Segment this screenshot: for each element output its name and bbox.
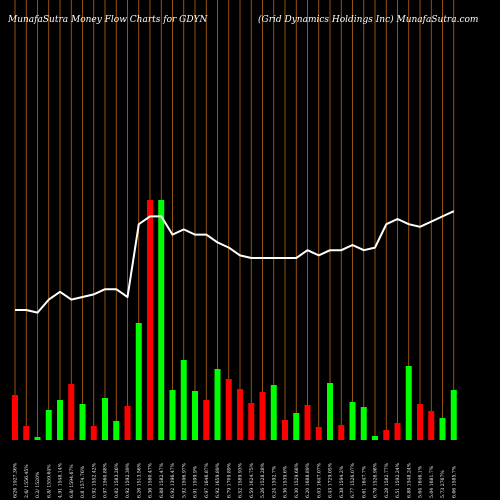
money-flow-bar: [282, 420, 288, 440]
x-tick-label: 6.03 1647.07%: [316, 462, 322, 498]
x-tick-label: 6.52 1589.93%: [238, 462, 244, 498]
x-tick-label: 0.82 1583.26%: [114, 462, 120, 498]
money-flow-bar: [34, 437, 41, 440]
money-flow-bar: [79, 404, 86, 440]
money-flow-bar: [315, 427, 322, 440]
x-tick-label: 6.24 1592.7%: [271, 465, 277, 498]
x-tick-label: 5.04 1681.7%: [429, 465, 435, 498]
x-tick-label: 0.2/ 1520%: [35, 471, 41, 498]
x-tick-label: 4.91 1548.14%: [58, 462, 64, 498]
money-flow-bar: [304, 405, 311, 440]
x-tick-label: 0.92 1552.42%: [91, 462, 97, 498]
price-line: [15, 210, 455, 314]
x-tick-label: 0.97 1560.88%: [103, 462, 109, 498]
money-flow-bar: [383, 430, 390, 440]
x-tick-label: 6.36 1580.47%: [148, 462, 154, 498]
x-tick-label: 6.88 1548.24%: [406, 462, 412, 498]
x-tick-label: 6.88 1582.47%: [159, 462, 165, 498]
money-flow-bar: [102, 398, 108, 440]
money-flow-bar: [248, 403, 255, 440]
money-flow-bar: [158, 200, 165, 440]
chart-title: MunafaSutra Money Flow Charts for GDYN: [7, 15, 208, 25]
money-flow-bars: [12, 200, 457, 440]
x-tick-label: 6.8/ 1594.67%: [69, 464, 75, 498]
x-tick-label: 6.92 1659.89%: [215, 462, 221, 498]
money-flow-bar: [237, 389, 243, 440]
money-flow-bar: [12, 395, 18, 440]
money-flow-bar: [349, 402, 356, 440]
chart-subtitle: (Grid Dynamics Holdings Inc) MunafaSutra…: [258, 14, 478, 25]
x-tick-label: 6/26 1927.36%: [13, 462, 19, 498]
money-flow-bar: [405, 366, 412, 440]
x-axis-tick-labels: 6/26 1927.36% 2.6/ 1556.45% 0.2/ 1520% 6.8/…: [13, 462, 458, 498]
x-tick-label: 0.8 1574.76%: [80, 465, 86, 498]
price-line-path: [15, 210, 455, 314]
x-tick-label: 6.26 1513.56%: [136, 462, 142, 498]
money-flow-bar: [338, 425, 345, 440]
money-flow-bar: [259, 392, 266, 440]
money-flow-bar: [135, 323, 142, 440]
x-tick-label: 6.79 1709.89%: [226, 462, 232, 498]
x-tick-label: 6.92 1396.47%: [170, 462, 176, 498]
money-flow-bar: [394, 423, 401, 440]
money-flow-bar: [270, 385, 277, 440]
x-tick-label: 6.91 1599.9%: [193, 465, 199, 498]
x-tick-label: 2.6/ 1556.45%: [24, 464, 30, 498]
money-flow-bar: [192, 391, 198, 440]
money-flow-bar: [225, 379, 232, 440]
money-flow-bar: [214, 369, 221, 440]
x-tick-label: 5.26 1528.28%: [260, 462, 266, 498]
money-flow-bar: [450, 390, 457, 440]
x-tick-label: 5.73 2767%: [440, 470, 446, 498]
money-flow-bar: [169, 390, 176, 440]
money-flow-bar: [147, 200, 153, 440]
x-tick-label: 6.30 1529.68%: [294, 462, 300, 498]
x-tick-label: 6.97 1646.87%: [204, 462, 210, 498]
x-tick-label: 6.43 1729.05%: [328, 462, 334, 498]
money-flow-bar: [90, 426, 97, 440]
x-tick-label: 6.8/ 1559.64%: [46, 464, 52, 498]
money-flow-bar: [360, 407, 367, 440]
money-flow-bar: [372, 436, 378, 440]
money-flow-bar: [327, 383, 333, 440]
x-tick-label: 6.61 1647.7%: [361, 465, 367, 498]
money-flow-bar: [293, 413, 300, 440]
money-flow-bar: [428, 411, 435, 440]
money-flow-bar: [417, 404, 423, 440]
x-tick-label: 6.59 1624.75%: [249, 462, 255, 498]
x-tick-label: 6.38 1594.2%: [339, 465, 345, 498]
money-flow-bar: [23, 426, 30, 440]
x-tick-label: 6.36 1539.6%: [283, 465, 289, 498]
x-tick-label: 6.77 1526.07%: [350, 462, 356, 498]
money-flow-bar: [68, 384, 75, 440]
x-tick-label: 6.66 1585.7%: [451, 465, 457, 498]
money-flow-bar: [124, 406, 131, 440]
x-tick-label: 6.78 1526.98%: [373, 462, 379, 498]
money-flow-bar: [439, 418, 446, 440]
x-tick-label: 6.28 1582.77%: [384, 462, 390, 498]
money-flow-bar: [113, 421, 120, 440]
money-flow-bar: [203, 400, 210, 440]
x-tick-label: 0.92 1592.39%: [125, 462, 131, 498]
x-tick-label: 6.20 1688.89%: [305, 462, 311, 498]
x-tick-label: 5.64 1646.1%: [418, 465, 424, 498]
money-flow-bar: [57, 400, 63, 440]
x-tick-label: 6.51 1592.24%: [395, 462, 401, 498]
money-flow-bar: [45, 410, 52, 440]
money-flow-bar: [180, 360, 187, 440]
x-tick-label: 5.92 1596.97%: [181, 462, 187, 498]
